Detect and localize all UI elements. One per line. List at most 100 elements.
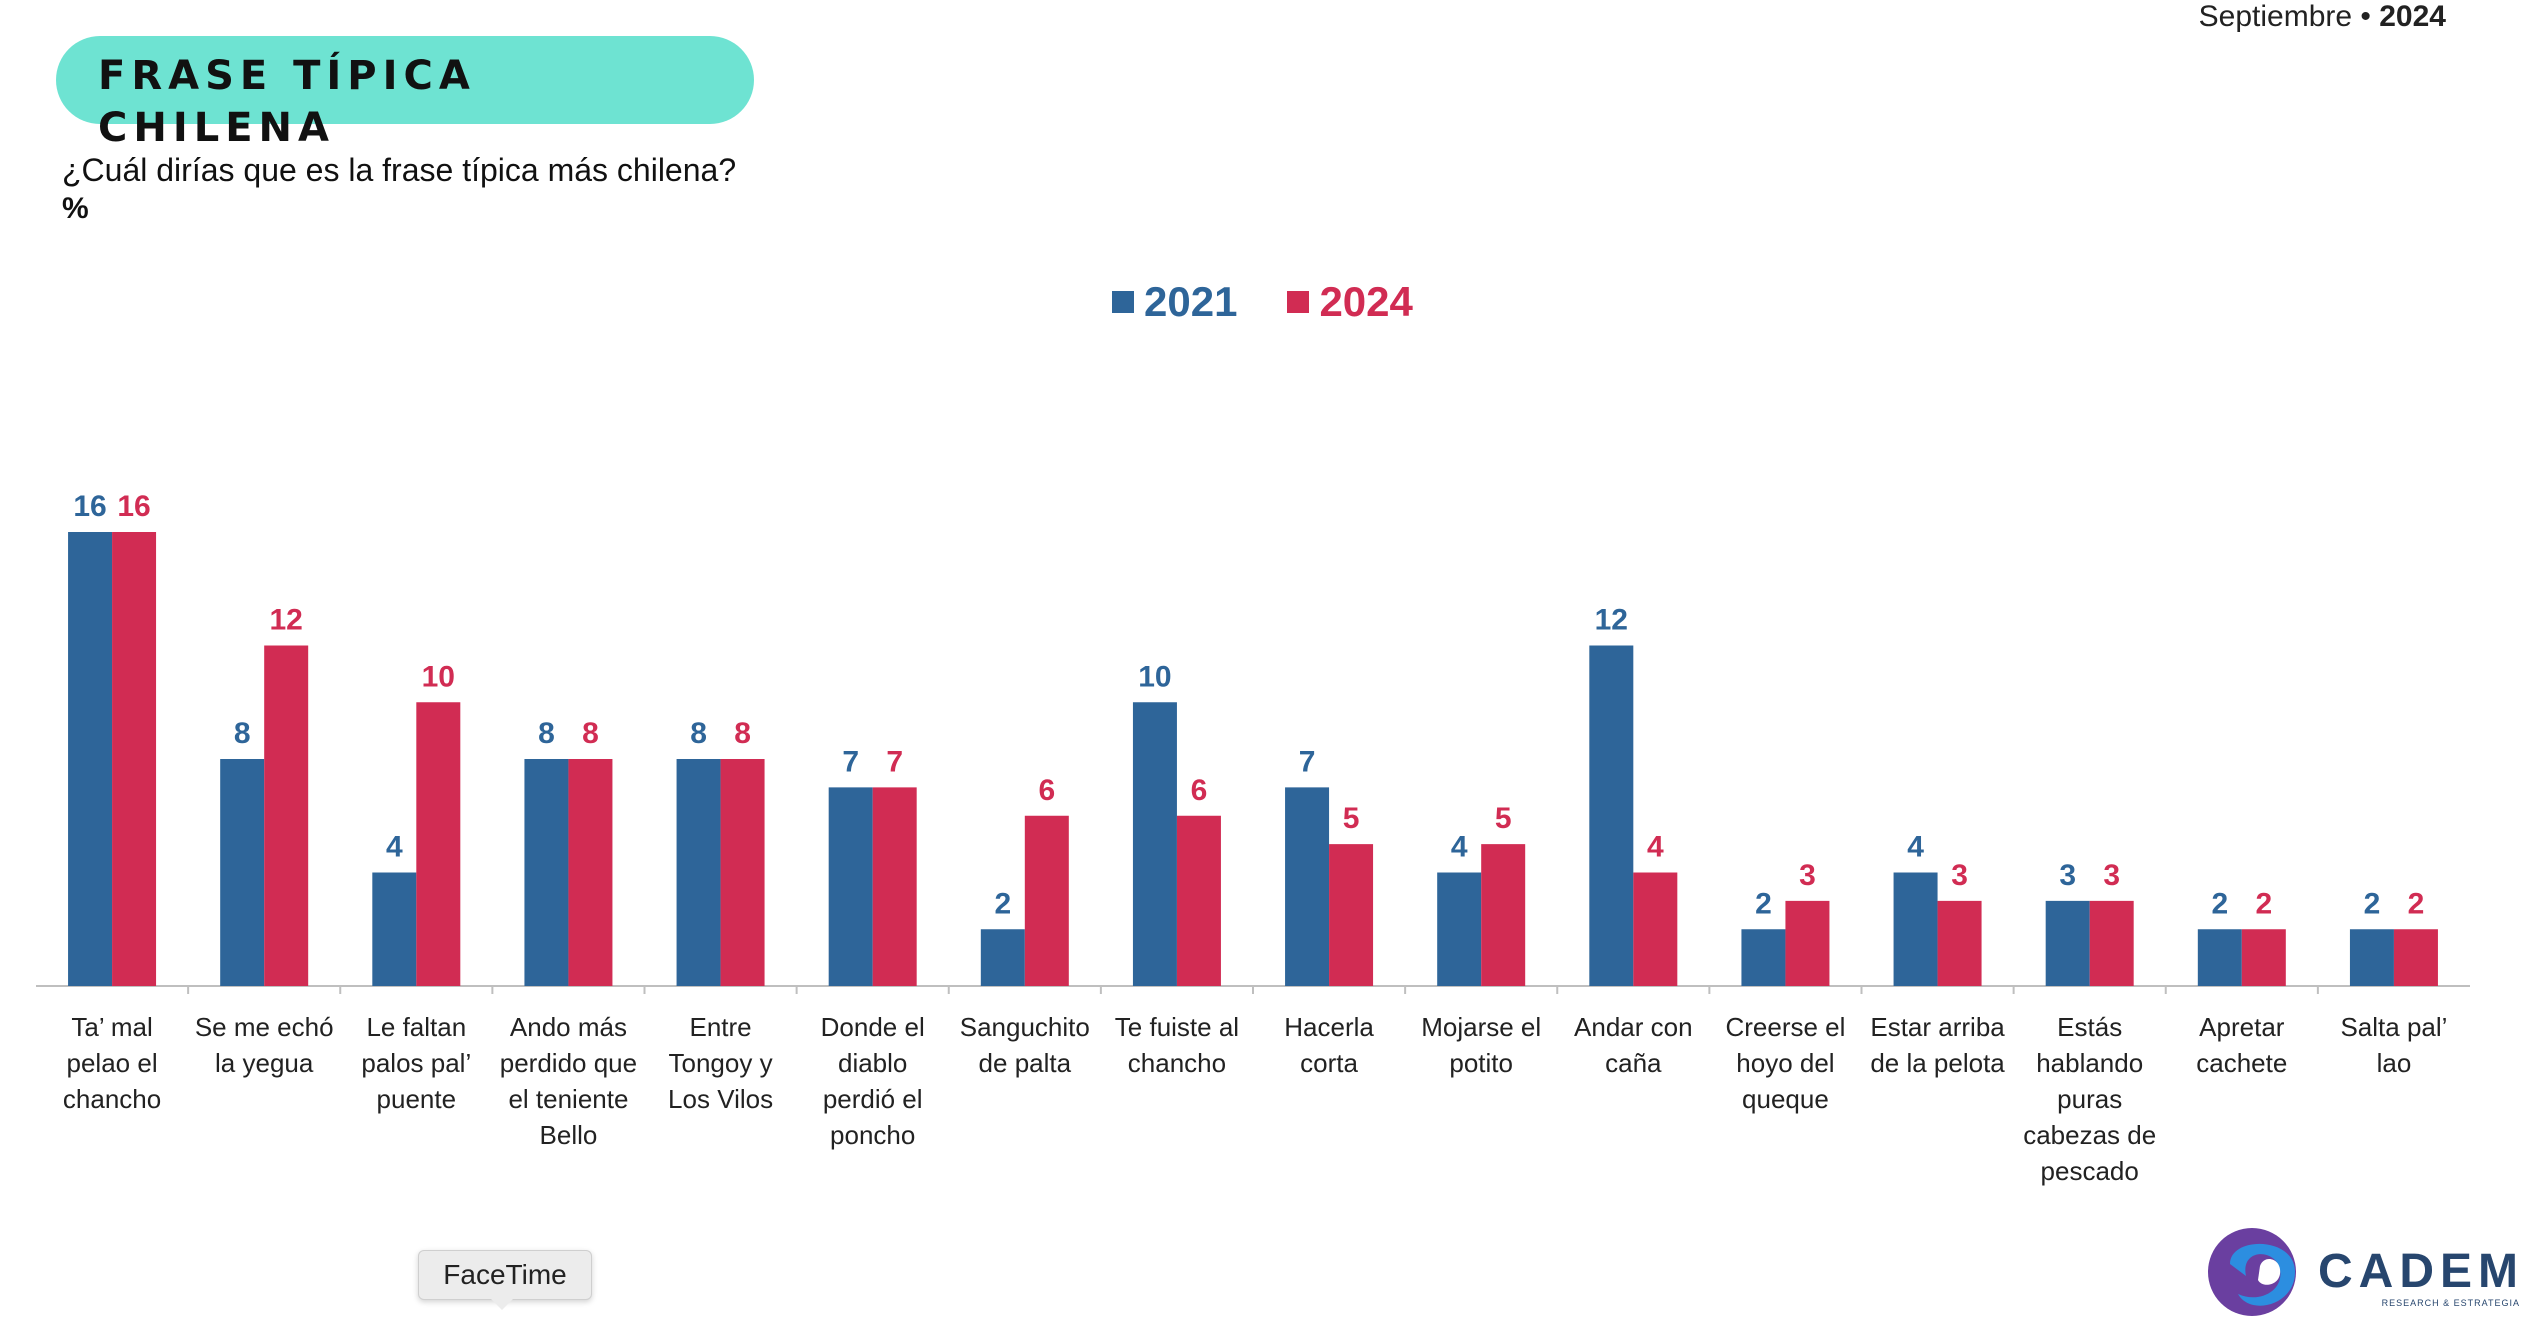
data-label-2021: 2 [2364, 887, 2381, 920]
legend-item-2021: 2021 [1112, 278, 1237, 326]
data-label-2024: 5 [1495, 802, 1512, 835]
x-tick-label-line: Estar arriba [1870, 1012, 2005, 1042]
bar-2021 [1285, 787, 1330, 986]
cadem-logo: CADEM RESEARCH & ESTRATEGIA [2200, 1224, 2530, 1324]
data-label-2021: 7 [1299, 745, 1316, 778]
chart-legend: 2021 2024 [1112, 278, 1413, 326]
logo-wordmark: CADEM [2318, 1245, 2524, 1298]
bar-2021 [1893, 872, 1938, 986]
x-tick-label-line: caña [1605, 1048, 1662, 1078]
data-label-2024: 5 [1343, 802, 1360, 835]
x-tick-label-line: la yegua [215, 1048, 314, 1078]
cadem-logo-icon [2208, 1228, 2296, 1316]
x-tick-label: Apretar cachete [2196, 1012, 2287, 1078]
data-label-2024: 6 [1038, 774, 1055, 807]
x-tick-label-line: Se me echó [195, 1012, 334, 1042]
bar-2021 [980, 929, 1025, 986]
x-tick-label: Sanguchito de palta [960, 1012, 1090, 1078]
data-label-2021: 2 [2211, 887, 2228, 920]
bar-2024 [720, 759, 765, 986]
bar-2024 [1633, 872, 1678, 986]
bar-2024 [416, 702, 461, 986]
data-label-2024: 10 [422, 660, 455, 693]
report-date: Septiembre • 2024 [2199, 0, 2446, 34]
bar-2024 [1024, 815, 1069, 986]
x-tick-label: Estar arriba de la pelota [1870, 1012, 2005, 1078]
chart-question: ¿Cuál dirías que es la frase típica más … [62, 152, 737, 188]
data-label-2021: 3 [2059, 859, 2076, 892]
data-label-2024: 3 [1799, 859, 1816, 892]
x-tick-label-line: hoyo del [1736, 1048, 1834, 1078]
x-tick-label: Estás hablando puras cabezas de pescado [2023, 1012, 2156, 1186]
x-tick-label-line: perdió el [823, 1084, 923, 1114]
bar-2024 [1176, 815, 1221, 986]
data-label-2021: 8 [690, 717, 707, 750]
data-label-2021: 7 [842, 745, 859, 778]
bar-2021 [1132, 702, 1177, 986]
bar-2024 [1329, 844, 1374, 986]
x-tick-label-line: Ta’ mal [71, 1012, 152, 1042]
tooltip-arrow [490, 1298, 514, 1310]
bar-2021 [372, 872, 417, 986]
x-tick-label-line: puente [377, 1084, 457, 1114]
x-tick-label-line: corta [1300, 1048, 1358, 1078]
bar-2024 [2393, 929, 2438, 986]
unit-label: % [62, 192, 89, 225]
x-tick-label-line: chancho [1128, 1048, 1226, 1078]
x-tick-label: Andar con caña [1574, 1012, 1693, 1078]
bar-2021 [524, 759, 569, 986]
x-tick-label: Le faltan palos pal’ puente [361, 1012, 471, 1114]
x-tick-label-line: chancho [63, 1084, 161, 1114]
bar-2024 [1785, 900, 1830, 986]
data-label-2021: 2 [994, 887, 1011, 920]
bar-2021 [2045, 900, 2090, 986]
x-tick-label-line: Hacerla [1284, 1012, 1374, 1042]
x-tick-label-line: pescado [2041, 1156, 2139, 1186]
x-tick-label-line: Sanguchito [960, 1012, 1090, 1042]
x-tick-label: Entre Tongoy y Los Vilos [668, 1012, 773, 1114]
x-tick-label-line: hablando [2036, 1048, 2143, 1078]
x-tick-label-line: Te fuiste al [1115, 1012, 1239, 1042]
bar-2021 [828, 787, 873, 986]
date-year: 2024 [2379, 0, 2446, 33]
x-tick-label: Mojarse el potito [1421, 1012, 1541, 1078]
data-label-2024: 2 [2255, 887, 2272, 920]
x-tick-label: Hacerla corta [1284, 1012, 1374, 1078]
data-label-2024: 12 [270, 604, 303, 637]
data-label-2024: 6 [1191, 774, 1208, 807]
data-label-2024: 8 [582, 717, 599, 750]
bar-2021 [676, 759, 721, 986]
bar-2024 [1481, 844, 1526, 986]
date-separator: • [2352, 0, 2380, 33]
legend-item-2024: 2024 [1287, 278, 1413, 326]
x-tick-label-line: de palta [979, 1048, 1072, 1078]
x-tick-label-line: el teniente [508, 1084, 628, 1114]
data-label-2024: 4 [1647, 831, 1664, 864]
bar-2021 [1589, 645, 1634, 986]
bar-2021 [2349, 929, 2394, 986]
date-month: Septiembre [2198, 0, 2353, 33]
title-pill [56, 36, 754, 124]
x-tick-label-line: Apretar [2199, 1012, 2285, 1042]
bar-2021 [68, 532, 113, 986]
data-label-2024: 2 [2408, 887, 2425, 920]
x-tick-label-line: Entre [689, 1012, 751, 1042]
chart-title: FRASE TÍPICA CHILENA [98, 53, 476, 151]
data-label-2024: 8 [734, 717, 751, 750]
legend-swatch-2024 [1287, 291, 1310, 313]
x-tick-label: Ta’ mal pelao el chancho [63, 1012, 161, 1114]
x-tick-label-line: puras [2057, 1084, 2122, 1114]
data-label-2024: 3 [1951, 859, 1968, 892]
data-label-2024: 7 [886, 745, 903, 778]
x-tick-label-line: Estás [2057, 1012, 2122, 1042]
x-tick-label-line: Andar con [1574, 1012, 1693, 1042]
x-tick-label-line: perdido que [500, 1048, 637, 1078]
data-label-2021: 8 [538, 717, 555, 750]
x-tick-label-line: lao [2377, 1048, 2412, 1078]
x-tick-label-line: palos pal’ [361, 1048, 471, 1078]
x-tick-label-line: Le faltan [366, 1012, 466, 1042]
data-label-2021: 4 [386, 831, 403, 864]
legend-label-2021: 2021 [1144, 278, 1238, 325]
data-label-2021: 16 [73, 490, 106, 523]
